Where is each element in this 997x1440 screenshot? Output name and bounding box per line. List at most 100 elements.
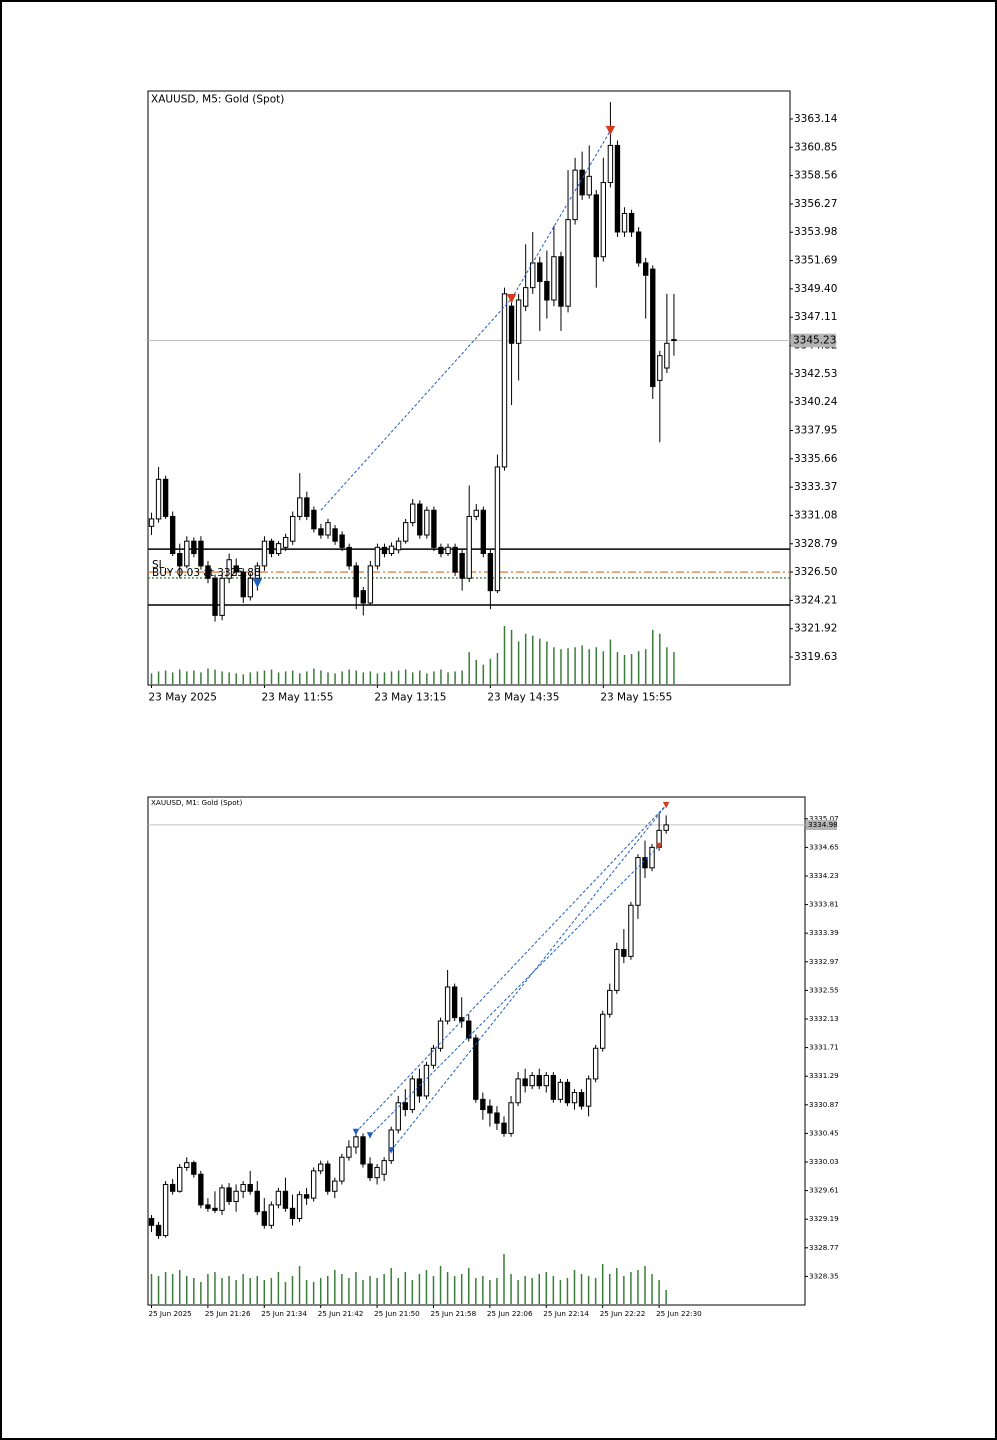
y-tick-label: 3331.08 bbox=[794, 509, 837, 521]
candle-body bbox=[459, 1017, 465, 1022]
y-tick-label: 3337.95 bbox=[794, 424, 837, 436]
y-tick-label: 3358.56 bbox=[794, 170, 838, 182]
chart-title: XAUUSD, M5: Gold (Spot) bbox=[151, 93, 284, 105]
candle-body bbox=[494, 1112, 500, 1124]
y-tick-label: 3351.69 bbox=[794, 255, 837, 267]
candle-body bbox=[621, 212, 628, 233]
candle-body bbox=[572, 169, 578, 221]
candle-body bbox=[297, 497, 303, 517]
y-tick-label: 3332.13 bbox=[809, 1014, 839, 1023]
x-tick-label: 25 Jun 21:34 bbox=[261, 1309, 307, 1318]
candle-body bbox=[515, 1078, 521, 1104]
candle-body bbox=[360, 590, 366, 604]
trade-arrow bbox=[252, 578, 263, 588]
candle-body bbox=[558, 256, 564, 307]
candle-body bbox=[191, 1162, 197, 1175]
candle-body bbox=[571, 1092, 578, 1104]
y-tick-label: 3326.50 bbox=[794, 566, 837, 578]
candle-body bbox=[452, 546, 458, 573]
candle-body bbox=[508, 305, 515, 344]
candle-body bbox=[219, 577, 225, 616]
candle-body bbox=[459, 553, 465, 579]
candle-body bbox=[551, 256, 557, 301]
candle-body bbox=[409, 1078, 416, 1111]
candle-body bbox=[374, 1166, 380, 1179]
trade-line bbox=[355, 804, 667, 1133]
candle-body bbox=[395, 1102, 401, 1131]
candle-body bbox=[437, 1020, 444, 1049]
y-tick-label: 3328.35 bbox=[809, 1271, 839, 1280]
candle-body bbox=[508, 1102, 514, 1134]
trade-arrow bbox=[655, 842, 663, 850]
trade-line bbox=[320, 298, 512, 511]
candle-body bbox=[155, 478, 162, 520]
candle-body bbox=[643, 262, 649, 276]
candle-body bbox=[346, 1146, 352, 1158]
trade-arrow bbox=[366, 1132, 374, 1139]
candle-body bbox=[282, 1190, 289, 1209]
candle-body bbox=[444, 986, 451, 1022]
candle-body bbox=[585, 1078, 592, 1107]
candle-body bbox=[177, 1166, 183, 1192]
candle-body bbox=[628, 904, 634, 957]
candle-body bbox=[233, 565, 239, 573]
y-tick-label: 3360.85 bbox=[794, 141, 837, 153]
candle-body bbox=[544, 280, 550, 301]
x-tick-label: 25 Jun 21:42 bbox=[318, 1309, 364, 1318]
candle-body bbox=[268, 540, 275, 555]
candle-body bbox=[303, 1194, 310, 1199]
candle-body bbox=[353, 1136, 359, 1148]
candle-body bbox=[381, 1160, 387, 1175]
y-tick-label: 3328.77 bbox=[809, 1243, 839, 1252]
x-tick-label: 25 Jun 2025 bbox=[149, 1309, 192, 1318]
candle-body bbox=[578, 1092, 585, 1107]
trade-arrow bbox=[662, 801, 670, 809]
candle-body bbox=[592, 1047, 599, 1080]
candle-body bbox=[614, 949, 620, 991]
trade-line bbox=[511, 130, 611, 300]
y-tick-label: 3319.63 bbox=[794, 651, 837, 663]
candle-body bbox=[155, 1224, 162, 1237]
plot-frame bbox=[147, 90, 791, 686]
candle-body bbox=[296, 1194, 303, 1220]
candle-body bbox=[169, 1183, 176, 1192]
candle-body bbox=[388, 1129, 394, 1162]
y-tick-label: 3333.39 bbox=[809, 928, 839, 937]
candle-body bbox=[353, 565, 359, 598]
candle-body bbox=[600, 182, 607, 258]
y-tick-label: 3330.87 bbox=[809, 1100, 839, 1109]
y-tick-label: 3332.55 bbox=[809, 985, 839, 994]
candle-body bbox=[487, 553, 494, 592]
candle-body bbox=[219, 1187, 225, 1211]
candle-body bbox=[212, 1207, 218, 1211]
candle-body bbox=[529, 1075, 535, 1087]
candle-body bbox=[564, 1081, 571, 1104]
candle-body bbox=[537, 262, 543, 282]
y-tick-label: 3353.98 bbox=[794, 226, 837, 238]
candle-body bbox=[445, 546, 451, 555]
candle-body bbox=[177, 553, 183, 567]
candle-body bbox=[226, 1187, 232, 1202]
candle-body bbox=[579, 169, 585, 196]
candle-body bbox=[388, 545, 395, 555]
y-tick-label: 3334.23 bbox=[809, 871, 839, 880]
candle-body bbox=[671, 339, 677, 342]
candle-body bbox=[198, 540, 204, 567]
trade-line bbox=[390, 804, 667, 1151]
candle-body bbox=[402, 1102, 408, 1111]
y-tick-label: 3321.92 bbox=[794, 623, 837, 635]
candle-body bbox=[621, 949, 627, 957]
trade-arrow bbox=[605, 125, 616, 136]
candle-body bbox=[310, 1170, 317, 1199]
x-tick-label: 25 Jun 21:50 bbox=[374, 1309, 420, 1318]
y-tick-label: 3330.03 bbox=[809, 1157, 839, 1166]
candle-body bbox=[346, 546, 352, 567]
candle-body bbox=[261, 1211, 267, 1226]
candle-body bbox=[515, 299, 522, 344]
y-tick-label: 3342.53 bbox=[794, 368, 837, 380]
candle-body bbox=[162, 1183, 169, 1237]
x-tick-label: 25 Jun 21:58 bbox=[431, 1309, 477, 1318]
candle-body bbox=[664, 342, 670, 369]
candle-body bbox=[430, 1047, 437, 1066]
